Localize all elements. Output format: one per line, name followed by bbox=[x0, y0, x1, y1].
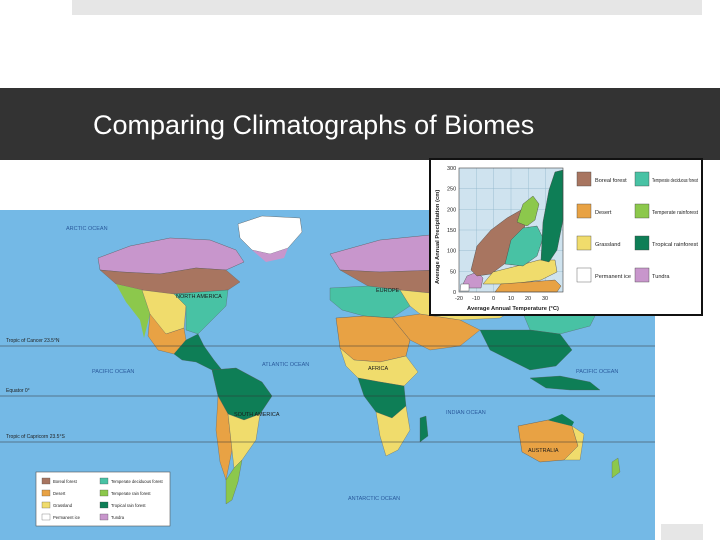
climatograph-ylabel: Average Annual Precipitation (cm) bbox=[435, 190, 441, 284]
x-tick-label: 20 bbox=[525, 296, 531, 302]
continent-label-africa: AFRICA bbox=[368, 366, 389, 372]
legend-label: Temperate rainforest bbox=[652, 210, 698, 216]
legend-swatch bbox=[634, 171, 650, 187]
greenland-tundra bbox=[252, 248, 288, 262]
legend-swatch bbox=[576, 267, 592, 283]
x-tick-label: -20 bbox=[455, 296, 463, 302]
central-america-tropical bbox=[173, 333, 223, 371]
africa-grassland bbox=[339, 347, 419, 387]
new-zealand bbox=[611, 457, 621, 479]
legend-swatch bbox=[634, 203, 650, 219]
map-legend-swatch bbox=[99, 477, 109, 485]
south-america-grassland bbox=[227, 413, 261, 469]
x-tick-label: 0 bbox=[492, 296, 495, 302]
y-tick-label: 100 bbox=[447, 249, 456, 255]
tropic-of-cancer-label: Tropic of Cancer 23.5°N bbox=[6, 338, 60, 344]
ocean-label-atlantic: ATLANTIC OCEAN bbox=[262, 362, 309, 368]
madagascar bbox=[419, 415, 429, 443]
asia-desert bbox=[391, 313, 481, 351]
equator-label: Equator 0° bbox=[6, 388, 30, 394]
legend-label: Tundra bbox=[652, 274, 670, 280]
map-legend-label: Temperate rain forest bbox=[111, 491, 151, 496]
map-legend-label: Tundra bbox=[111, 515, 125, 520]
legend-swatch bbox=[634, 267, 650, 283]
continent-label-australia: AUSTRALIA bbox=[528, 448, 559, 454]
map-legend-label: Desert bbox=[53, 491, 66, 496]
y-tick-label: 0 bbox=[453, 290, 456, 296]
y-tick-label: 200 bbox=[447, 207, 456, 213]
region-permanent-ice bbox=[459, 283, 470, 292]
map-legend-label: Tropical rain forest bbox=[111, 503, 146, 508]
north-america-deciduous bbox=[173, 289, 229, 335]
climatograph-legend: Boreal forest Temperate deciduous forest… bbox=[576, 171, 698, 283]
continent-label-south-america: SOUTH AMERICA bbox=[234, 412, 280, 418]
legend-label: Boreal forest bbox=[595, 178, 627, 184]
map-legend-label: Temperate deciduous forest bbox=[111, 479, 164, 484]
legend-label: Tropical rainforest bbox=[652, 242, 698, 248]
legend-swatch bbox=[576, 203, 592, 219]
map-legend-label: Boreal forest bbox=[53, 479, 78, 484]
legend-swatch bbox=[634, 235, 650, 251]
map-legend-swatch bbox=[41, 513, 51, 521]
map-legend-label: Grassland bbox=[53, 503, 73, 508]
tropic-of-capricorn-label: Tropic of Capricorn 23.5°S bbox=[6, 434, 65, 440]
map-legend-swatch bbox=[41, 501, 51, 509]
australia-tropical bbox=[548, 414, 574, 426]
legend-label: Temperate deciduous forest bbox=[652, 178, 698, 184]
x-tick-label: 30 bbox=[542, 296, 548, 302]
corner-placeholder bbox=[661, 524, 703, 540]
south-america-rainforest bbox=[225, 459, 243, 505]
y-tick-label: 50 bbox=[450, 269, 456, 275]
australia-grassland bbox=[563, 425, 585, 461]
top-strip bbox=[72, 0, 702, 15]
map-legend-swatch bbox=[99, 513, 109, 521]
climatograph-inset: 300 250 200 150 100 50 0 -20 -10 0 10 20… bbox=[429, 158, 703, 316]
x-tick-label: -10 bbox=[472, 296, 480, 302]
map-legend-label: Permanent ice bbox=[53, 515, 81, 520]
climatograph-plot-frame bbox=[458, 167, 564, 293]
region-temperate-deciduous bbox=[504, 225, 544, 267]
climatograph-xlabel: Average Annual Temperature (°C) bbox=[467, 306, 559, 312]
legend-swatch bbox=[576, 171, 592, 187]
north-america-boreal bbox=[99, 267, 241, 295]
map-legend-swatch bbox=[99, 501, 109, 509]
ocean-label-antarctic: ANTARCTIC OCEAN bbox=[348, 496, 400, 502]
legend-label: Desert bbox=[595, 210, 612, 216]
continent-label-north-america: NORTH AMERICA bbox=[176, 294, 222, 300]
continent-label-europe: EUROPE bbox=[376, 288, 400, 294]
southeast-asia-tropical bbox=[479, 329, 573, 371]
north-america-west-rainforest bbox=[116, 284, 150, 338]
map-legend-swatch bbox=[41, 477, 51, 485]
x-tick-label: 10 bbox=[508, 296, 514, 302]
slide-title: Comparing Climatographs of Biomes bbox=[93, 110, 535, 140]
climatograph-figure: 300 250 200 150 100 50 0 -20 -10 0 10 20… bbox=[435, 166, 698, 312]
legend-label: Grassland bbox=[595, 242, 621, 248]
ocean-label-pacific-west: PACIFIC OCEAN bbox=[92, 369, 134, 375]
legend-label: Permanent ice bbox=[595, 274, 631, 280]
map-legend-swatch bbox=[99, 489, 109, 497]
legend-swatch bbox=[576, 235, 592, 251]
y-tick-label: 150 bbox=[447, 228, 456, 234]
ocean-label-pacific-east: PACIFIC OCEAN bbox=[576, 369, 618, 375]
indonesia-tropical bbox=[529, 375, 601, 391]
south-africa-grassland bbox=[375, 405, 411, 457]
y-tick-label: 250 bbox=[447, 187, 456, 193]
y-tick-label: 300 bbox=[447, 166, 456, 172]
title-bar: Comparing Climatographs of Biomes bbox=[0, 88, 720, 160]
map-legend-items: Boreal forest Temperate deciduous forest… bbox=[41, 477, 164, 521]
region-temperate-rainforest bbox=[516, 195, 540, 227]
ocean-label-indian: INDIAN OCEAN bbox=[446, 410, 486, 416]
map-legend-swatch bbox=[41, 489, 51, 497]
ocean-label-arctic: ARCTIC OCEAN bbox=[66, 226, 108, 232]
